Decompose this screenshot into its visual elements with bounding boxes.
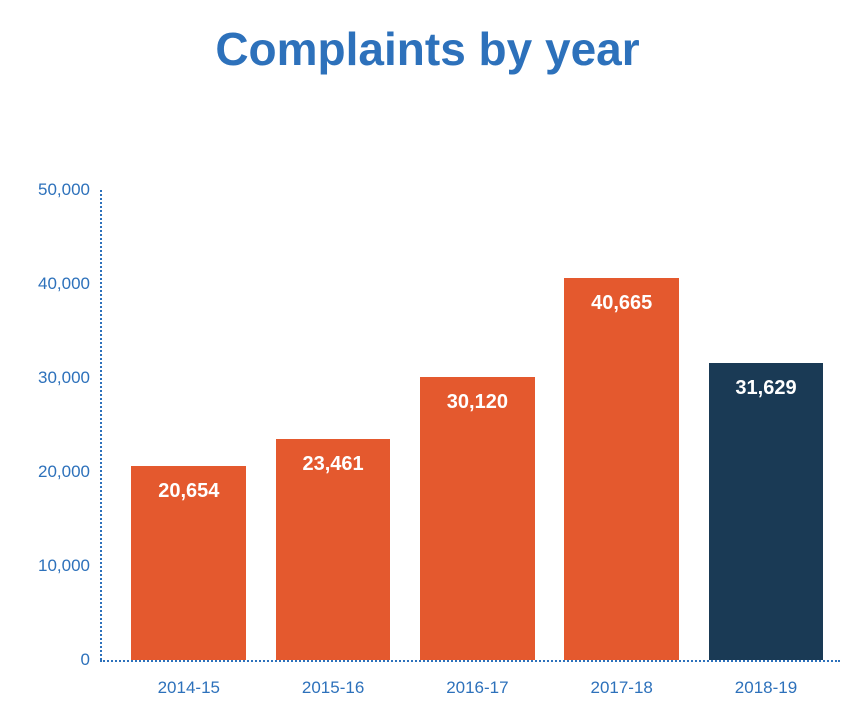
x-tick-label: 2015-16: [302, 678, 364, 698]
y-tick-label: 30,000: [38, 368, 90, 388]
y-tick-label: 50,000: [38, 180, 90, 200]
bar-value-label: 40,665: [591, 292, 652, 315]
x-tick-label: 2017-18: [590, 678, 652, 698]
chart-plot-area: 010,00020,00030,00040,00050,00020,654201…: [100, 190, 840, 660]
bar-value-label: 20,654: [158, 480, 219, 503]
bar-value-label: 31,629: [735, 377, 796, 400]
bar-value-label: 30,120: [447, 391, 508, 414]
y-tick-label: 10,000: [38, 556, 90, 576]
x-tick-label: 2016-17: [446, 678, 508, 698]
bar: 20,654: [131, 466, 246, 660]
y-tick-label: 40,000: [38, 274, 90, 294]
y-tick-label: 0: [81, 650, 90, 670]
y-axis: [100, 190, 102, 660]
bar: 40,665: [564, 278, 679, 660]
x-tick-label: 2018-19: [735, 678, 797, 698]
y-tick-label: 20,000: [38, 462, 90, 482]
x-axis: [100, 660, 840, 662]
chart-title: Complaints by year: [0, 0, 855, 76]
x-tick-label: 2014-15: [158, 678, 220, 698]
bar-value-label: 23,461: [303, 453, 364, 476]
bar: 23,461: [276, 439, 391, 660]
bar: 31,629: [709, 363, 824, 660]
bar: 30,120: [420, 377, 535, 660]
